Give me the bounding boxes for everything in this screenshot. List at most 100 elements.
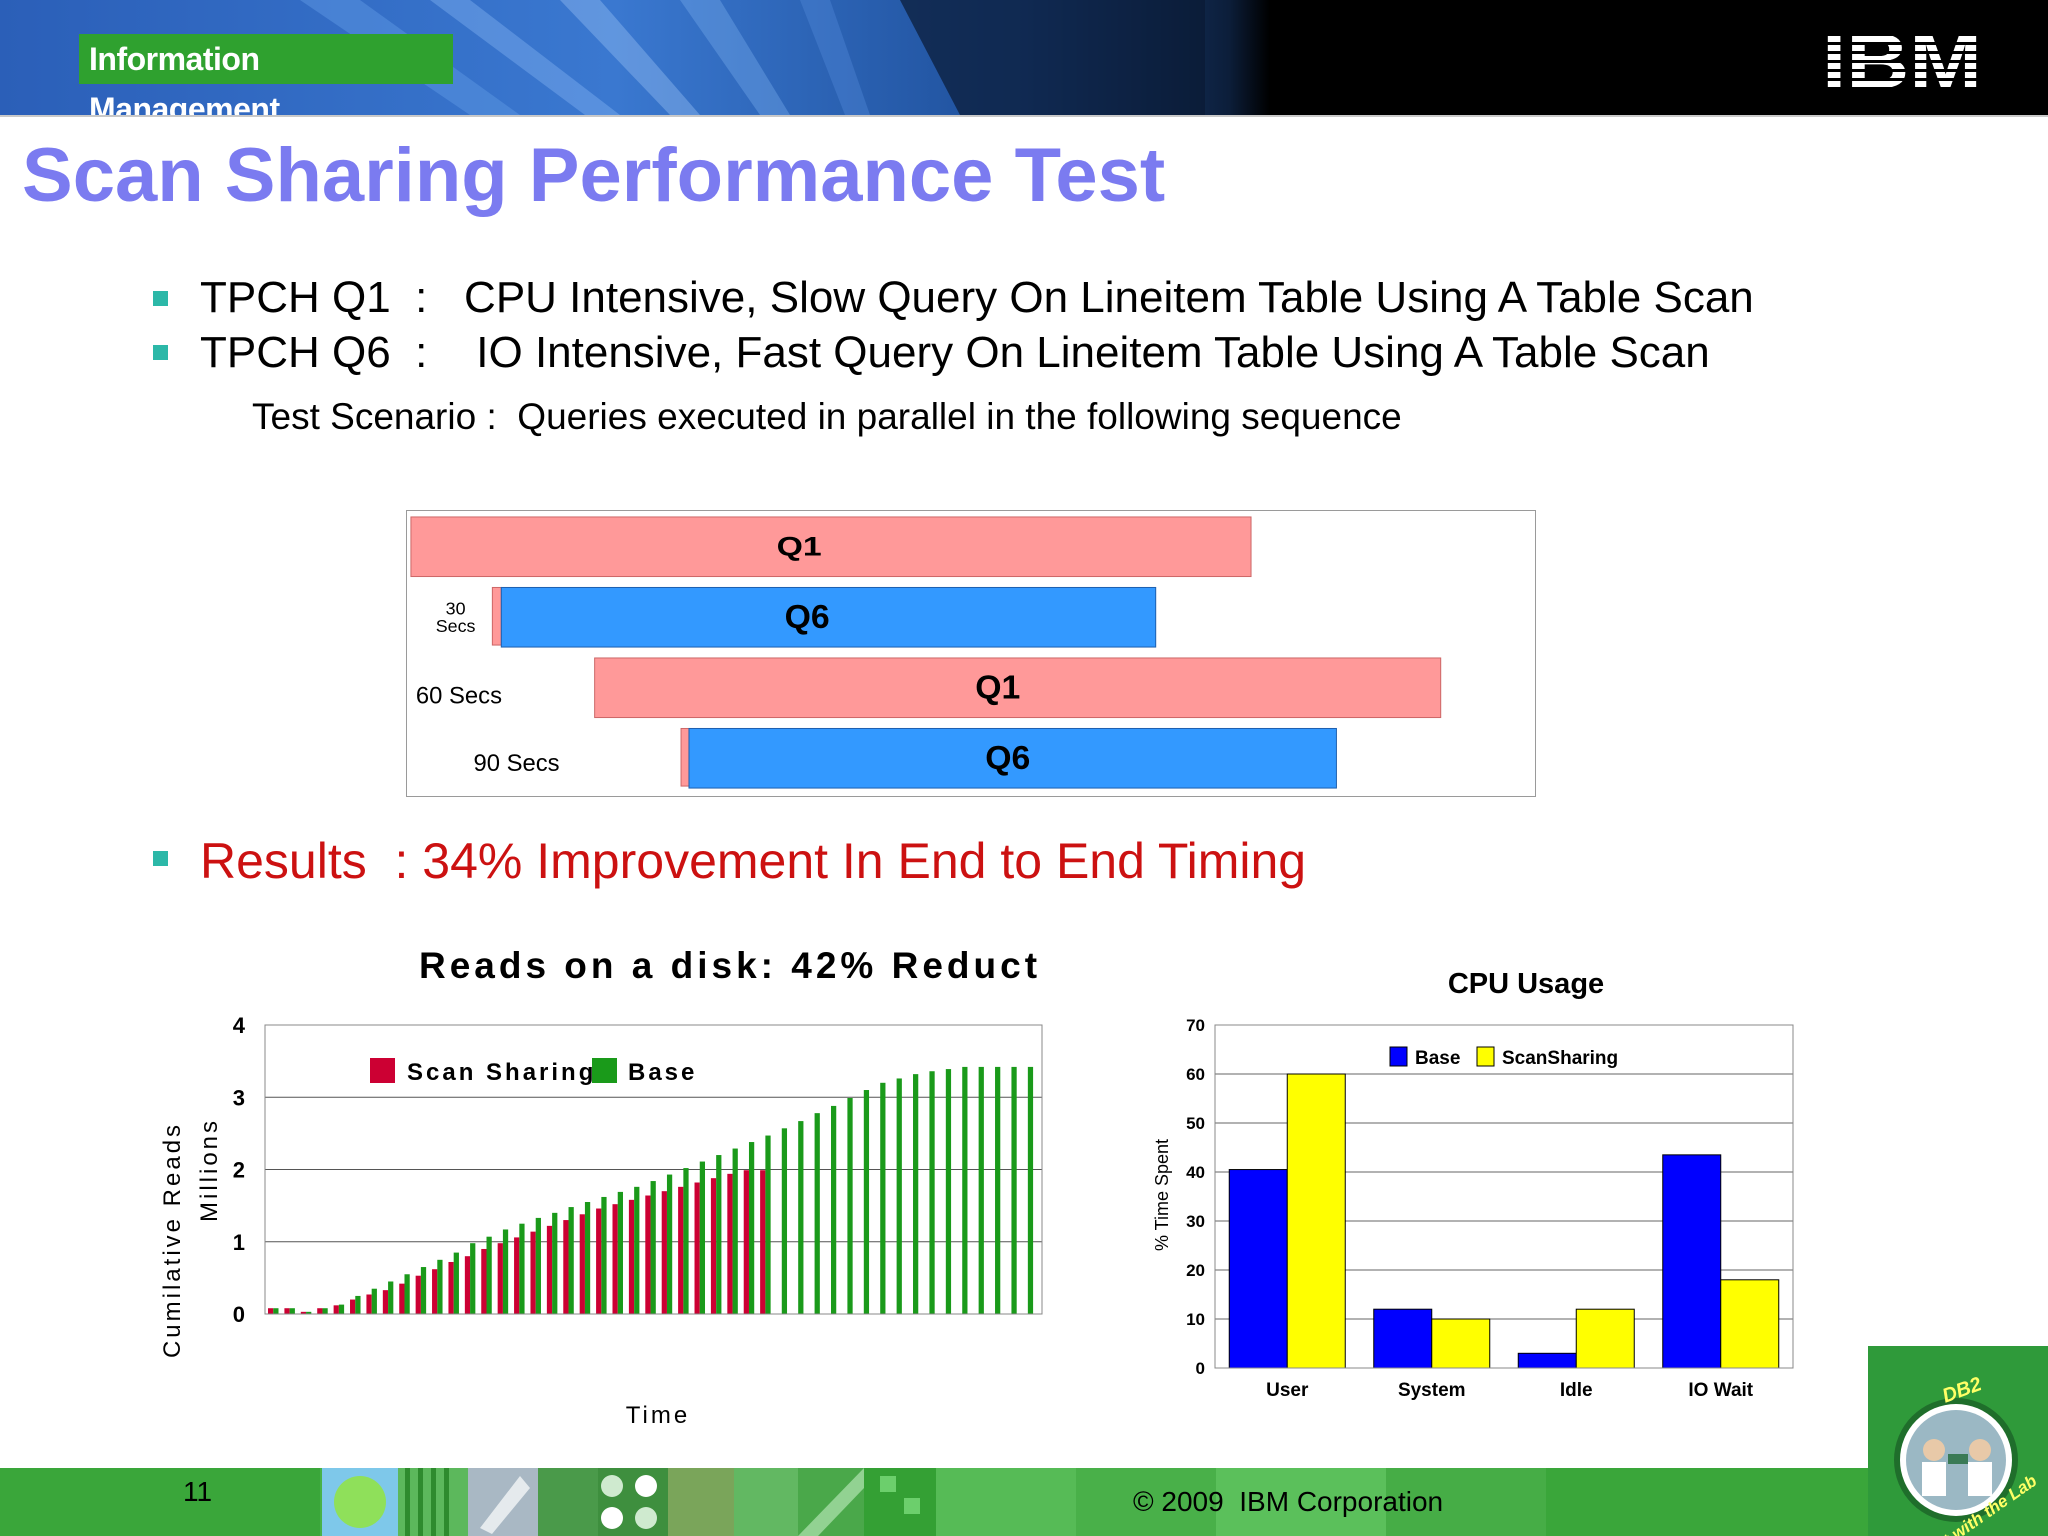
reads-y-tick-label: 1 — [233, 1230, 245, 1255]
base-bar — [568, 1207, 574, 1314]
header-banner: Information Management IBM — [0, 0, 2048, 115]
page-title: Scan Sharing Performance Test — [22, 133, 1166, 218]
base-bar — [765, 1135, 771, 1314]
cpu-x-ticks: User System Idle IO Wait — [1266, 1380, 1754, 1401]
scan-sharing-bar — [579, 1214, 585, 1314]
base-bar — [470, 1243, 476, 1314]
base-bar — [289, 1308, 295, 1314]
base-bar — [371, 1288, 377, 1314]
base-bar — [666, 1174, 673, 1314]
scan-sharing-bar — [514, 1237, 520, 1314]
header-decoration — [300, 0, 1205, 115]
reads-y-tick-label: 2 — [233, 1158, 245, 1183]
reads-y-ticks: 0 1 2 3 4 — [233, 1013, 246, 1327]
scan-sharing-bar — [448, 1261, 454, 1314]
cpu-y-tick-label: 0 — [1196, 1359, 1205, 1378]
bullet-marker — [153, 291, 168, 306]
base-bar — [338, 1304, 345, 1314]
cpu-x-tick-label: User — [1266, 1380, 1309, 1401]
q1-label-1: Q1 — [777, 532, 822, 562]
copyright: © 2009 IBM Corporation — [1133, 1486, 1444, 1517]
base-bar — [650, 1181, 656, 1314]
scan-sharing-bar — [497, 1243, 503, 1314]
base-bar — [388, 1281, 394, 1314]
base-bar — [273, 1308, 279, 1314]
cpu-y-tick-label: 70 — [1186, 1016, 1205, 1035]
base-bar — [502, 1229, 509, 1314]
q6-pad-2 — [680, 727, 690, 787]
header-rule — [0, 115, 2048, 117]
cpu-bars — [1228, 1073, 1780, 1369]
reads-y-label: Cumilative Reads — [159, 1122, 186, 1358]
base-bar — [732, 1148, 738, 1314]
base-bar — [1027, 1066, 1034, 1314]
base-bar — [896, 1078, 902, 1314]
base-bar — [962, 1066, 968, 1314]
query-timeline-diagram: Q1 Q6 30 Secs Q1 60 Secs Q6 90 Secs — [406, 510, 1536, 797]
scan-sharing-bar — [366, 1294, 372, 1314]
scan-sharing-bar — [481, 1248, 487, 1314]
base-bar — [617, 1191, 623, 1314]
legend-swatch-scan-sharing — [370, 1058, 395, 1083]
scan-sharing-bar — [645, 1195, 651, 1314]
scan-sharing-bar — [694, 1182, 700, 1314]
base-bar — [683, 1168, 689, 1314]
legend-label-base: Base — [628, 1059, 697, 1086]
base-bar — [830, 1105, 837, 1314]
base-bar — [519, 1223, 525, 1314]
base-bar — [1011, 1066, 1017, 1314]
scan-sharing-bar — [596, 1208, 602, 1314]
reads-y-tick-label: 3 — [233, 1085, 245, 1110]
base-bar — [995, 1066, 1001, 1314]
base-bar — [552, 1212, 558, 1314]
legend-swatch-base — [592, 1058, 617, 1083]
reads-y-label-2: Millions — [196, 1118, 223, 1222]
base-bar — [535, 1217, 541, 1314]
cpu-y-tick-label: 50 — [1186, 1114, 1205, 1133]
q1-bar-2 — [594, 657, 1442, 719]
cpu-x-tick-label: System — [1398, 1380, 1466, 1401]
base-bar — [306, 1311, 312, 1314]
cpu-chart-title: CPU Usage — [1448, 968, 1604, 1000]
reads-plot-frame — [264, 1024, 1043, 1315]
cpu-bar-scansharing — [1431, 1318, 1491, 1369]
cpu-y-label: % Time Spent — [1152, 1139, 1172, 1251]
reads-x-label: Time — [626, 1402, 690, 1429]
reads-bars — [268, 1066, 1034, 1314]
base-bar — [322, 1308, 328, 1314]
base-bar — [601, 1196, 607, 1314]
scan-sharing-bar — [612, 1204, 618, 1314]
test-scenario: Test Scenario : Queries executed in para… — [252, 396, 1402, 437]
delay-label-secs: Secs — [436, 616, 476, 636]
base-bar — [584, 1202, 591, 1314]
q6-pad-1 — [491, 586, 502, 646]
scan-sharing-bar — [743, 1170, 749, 1314]
cpu-x-tick-label: IO Wait — [1688, 1380, 1753, 1401]
scan-sharing-bar — [432, 1269, 438, 1314]
scan-sharing-bar — [464, 1256, 471, 1314]
scan-sharing-bar — [727, 1173, 733, 1314]
footer-band — [0, 1468, 1870, 1536]
scan-sharing-bar — [415, 1275, 421, 1314]
scan-sharing-bar — [678, 1186, 684, 1314]
ibm-logo: IBM — [1822, 26, 1982, 92]
cpu-y-tick-label: 60 — [1186, 1065, 1205, 1084]
reads-y-tick-label: 0 — [233, 1302, 245, 1327]
base-bar — [355, 1295, 361, 1314]
base-bar — [699, 1161, 706, 1314]
cpu-bar-scansharing — [1720, 1279, 1780, 1369]
legend-swatch-base — [1389, 1046, 1408, 1067]
base-bar — [453, 1252, 459, 1314]
cpu-usage-chart: CPU Usage % Time Spent 0 10 20 30 40 50 60 70 U… — [1152, 968, 1794, 1401]
scan-sharing-bar — [710, 1178, 717, 1314]
scan-sharing-bar — [546, 1225, 553, 1314]
q1-bar-1 — [410, 516, 1252, 578]
scan-sharing-bar — [628, 1199, 635, 1314]
base-bar — [634, 1186, 640, 1314]
scan-sharing-bar — [399, 1283, 405, 1314]
cpu-bar-base — [1662, 1154, 1722, 1369]
scan-sharing-bar — [333, 1305, 339, 1314]
base-bar — [404, 1274, 410, 1314]
delay-label-60: 60 Secs — [416, 683, 502, 710]
base-bar — [929, 1071, 935, 1314]
